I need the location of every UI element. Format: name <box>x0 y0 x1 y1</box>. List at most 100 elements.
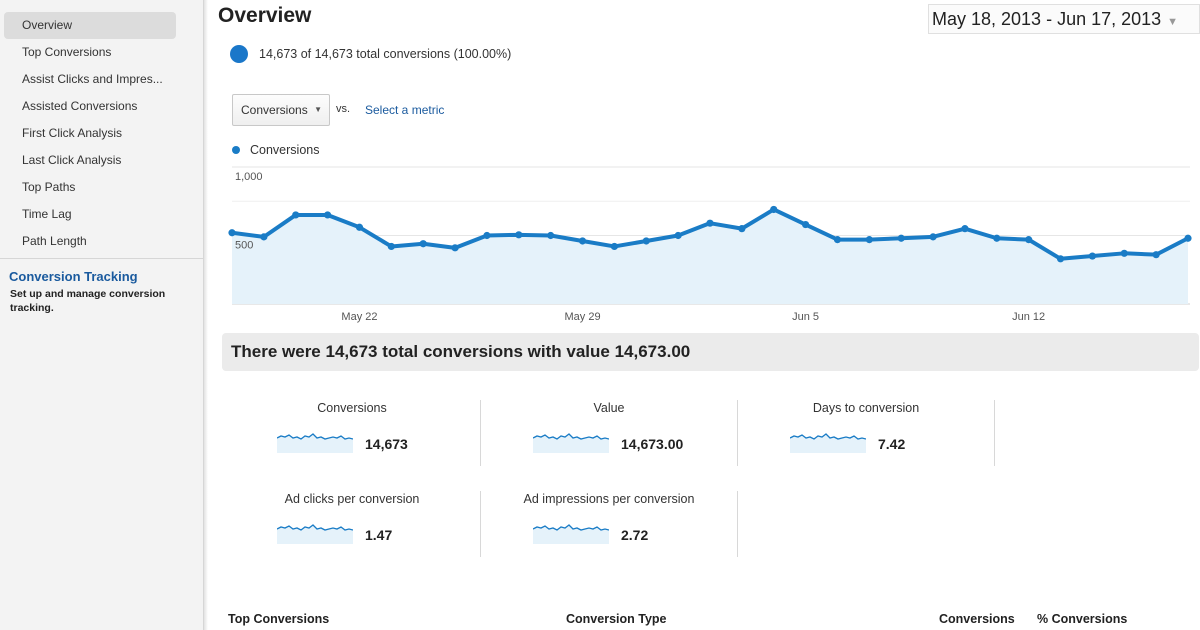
conversion-tracking-description: Set up and manage conversion tracking. <box>10 288 166 314</box>
segment-text: 14,673 of 14,673 total conversions (100.… <box>259 47 512 61</box>
chevron-down-icon: ▼ <box>1167 16 1179 28</box>
sidebar-item-overview[interactable]: Overview <box>4 12 176 39</box>
scorecard-divider <box>737 491 738 557</box>
y-tick-label: 1,000 <box>235 171 263 183</box>
scorecard-value: 14,673.00 <box>621 436 684 452</box>
data-point <box>738 225 746 233</box>
scorecard-label: Days to conversion <box>812 401 920 415</box>
sparkline-fill <box>790 434 866 453</box>
data-point <box>355 223 364 231</box>
data-point <box>547 231 555 240</box>
scorecard-value-metric[interactable]: Value 14,673.00 <box>481 401 737 467</box>
scorecard-days-to-conversion[interactable]: Days to conversion 7.42 <box>738 401 994 467</box>
conversion-tracking-link[interactable]: Conversion Tracking <box>9 269 138 284</box>
sidebar-divider <box>0 258 204 259</box>
scorecard-conversions[interactable]: Conversions 14,673 <box>224 401 480 467</box>
data-point <box>802 220 810 229</box>
sidebar-item-top-conversions[interactable]: Top Conversions <box>22 45 112 59</box>
data-point <box>419 240 427 248</box>
data-point <box>961 225 969 233</box>
sparkline-line <box>790 433 866 440</box>
sparkline-line <box>533 433 609 440</box>
data-point <box>228 229 236 237</box>
data-point <box>833 236 842 244</box>
data-point <box>865 236 873 244</box>
data-point <box>1184 234 1192 242</box>
segment-summary: 14,673 of 14,673 total conversions (100.… <box>230 45 511 63</box>
date-range-label: May 18, 2013 - Jun 17, 2013 <box>932 9 1162 29</box>
table-header-percent-conversions[interactable]: % Conversions <box>1037 612 1128 626</box>
series-line <box>231 207 1189 261</box>
sparkline-icon <box>533 524 609 544</box>
select-metric-link[interactable]: Select a metric <box>365 103 445 117</box>
data-point <box>1120 249 1128 257</box>
table-header-conversion-type[interactable]: Conversion Type <box>566 612 667 626</box>
scorecard-value: 7.42 <box>878 436 906 452</box>
vs-label: vs. <box>336 103 351 115</box>
sparkline-fill <box>277 434 353 453</box>
data-point <box>706 219 714 227</box>
data-point <box>451 244 459 252</box>
sidebar-item-last-click[interactable]: Last Click Analysis <box>22 153 122 167</box>
legend-dot-icon <box>232 146 240 154</box>
data-point <box>1088 252 1096 260</box>
legend-label: Conversions <box>250 143 320 157</box>
scorecard-label: Ad clicks per conversion <box>284 492 420 506</box>
sidebar-item-top-paths[interactable]: Top Paths <box>22 180 76 194</box>
sidebar-item-time-lag[interactable]: Time Lag <box>22 207 72 221</box>
data-point <box>610 242 619 251</box>
summary-headline: There were 14,673 total conversions with… <box>231 342 691 361</box>
data-point <box>1025 236 1033 244</box>
sparkline-fill <box>533 434 609 453</box>
x-tick-label: Jun 5 <box>792 311 819 323</box>
sidebar-item-path-length[interactable]: Path Length <box>22 234 87 248</box>
metric-dropdown-label: Conversions <box>241 103 308 117</box>
sparkline-fill <box>277 525 353 544</box>
scorecard-divider <box>480 491 481 557</box>
chevron-down-icon: ▼ <box>314 105 322 114</box>
chart-legend: Conversions <box>232 143 319 157</box>
sidebar-item-assisted-conversions[interactable]: Assisted Conversions <box>22 99 138 113</box>
area-fill <box>232 209 1188 304</box>
scorecard-label: Conversions <box>317 401 387 415</box>
data-point <box>770 205 778 214</box>
sparkline-icon <box>277 433 353 453</box>
table-header-conversions[interactable]: Conversions <box>939 612 1015 626</box>
pie-icon <box>230 45 248 63</box>
data-point <box>387 242 395 251</box>
x-tick-label: May 22 <box>341 311 377 323</box>
x-tick-label: May 29 <box>564 311 600 323</box>
page-title: Overview <box>218 4 312 27</box>
sidebar-shadow <box>204 0 208 630</box>
sparkline-icon <box>533 433 609 453</box>
data-point <box>324 211 332 219</box>
data-point <box>897 234 905 242</box>
scorecard-value: 14,673 <box>365 436 408 452</box>
data-point <box>1152 251 1160 259</box>
sidebar-nav: Overview Top Conversions Assist Clicks a… <box>4 12 198 255</box>
scorecard-divider <box>994 400 995 466</box>
y-tick-label: 500 <box>235 240 253 252</box>
data-point <box>483 231 491 240</box>
date-range-picker[interactable]: May 18, 2013 - Jun 17, 2013 ▼ <box>928 4 1200 34</box>
scorecard-divider <box>480 400 481 466</box>
scorecard-label: Ad impressions per conversion <box>523 492 695 506</box>
sidebar-item-first-click[interactable]: First Click Analysis <box>22 126 123 140</box>
scorecard-label: Value <box>593 401 625 415</box>
sparkline-icon <box>790 433 866 453</box>
sparkline-line <box>277 524 353 531</box>
data-point <box>515 231 523 239</box>
data-point <box>260 233 268 241</box>
data-point <box>1056 255 1065 263</box>
summary-bar: There were 14,673 total conversions with… <box>222 333 1199 371</box>
scorecard-ad-clicks[interactable]: Ad clicks per conversion 1.47 <box>224 492 480 558</box>
scorecard-value: 2.72 <box>621 527 649 543</box>
data-point <box>642 237 650 245</box>
sidebar-item-assist-clicks[interactable]: Assist Clicks and Impres... <box>22 72 163 86</box>
data-point <box>929 233 937 241</box>
x-tick-label: Jun 12 <box>1012 311 1045 323</box>
table-header-top-conversions[interactable]: Top Conversions <box>228 612 330 626</box>
scorecard-ad-impressions[interactable]: Ad impressions per conversion 2.72 <box>481 492 737 558</box>
scorecard-divider <box>737 400 738 466</box>
metric-dropdown[interactable]: Conversions ▼ <box>232 94 330 126</box>
